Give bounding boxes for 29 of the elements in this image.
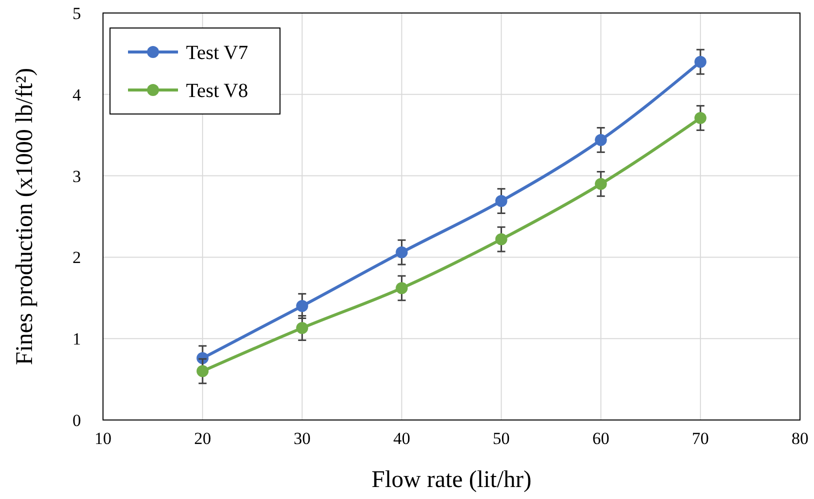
point	[196, 365, 209, 378]
y-tick-label: 3	[72, 166, 81, 186]
point	[694, 112, 706, 124]
point	[296, 300, 308, 312]
y-tick-label: 0	[72, 411, 81, 430]
y-tick-label: 4	[72, 85, 82, 104]
x-tick-label: 60	[592, 429, 610, 448]
x-tick-label: 70	[692, 429, 709, 448]
point	[296, 322, 308, 334]
x-tick-label: 10	[94, 429, 112, 448]
legend-label: Test V7	[186, 42, 248, 64]
x-axis-title: Flow rate (lit/hr)	[372, 467, 532, 493]
point	[594, 178, 607, 190]
point	[495, 233, 508, 246]
x-tick-label: 30	[294, 429, 311, 448]
y-tick-label: 2	[72, 248, 81, 268]
y-tick-label: 5	[72, 4, 81, 23]
point	[594, 134, 607, 146]
x-tick-label: 80	[792, 429, 808, 448]
point	[694, 56, 706, 68]
x-tick-label: 50	[492, 429, 510, 448]
point	[396, 282, 408, 294]
y-tick-label: 1	[72, 330, 81, 349]
x-tick-label: 40	[393, 429, 410, 448]
point	[396, 246, 408, 258]
x-tick-label: 20	[194, 429, 212, 448]
point	[495, 195, 508, 208]
y-axis-title: Fines production (x1000 lb/ft²)	[12, 68, 38, 366]
legend-label: Test V8	[186, 80, 248, 102]
